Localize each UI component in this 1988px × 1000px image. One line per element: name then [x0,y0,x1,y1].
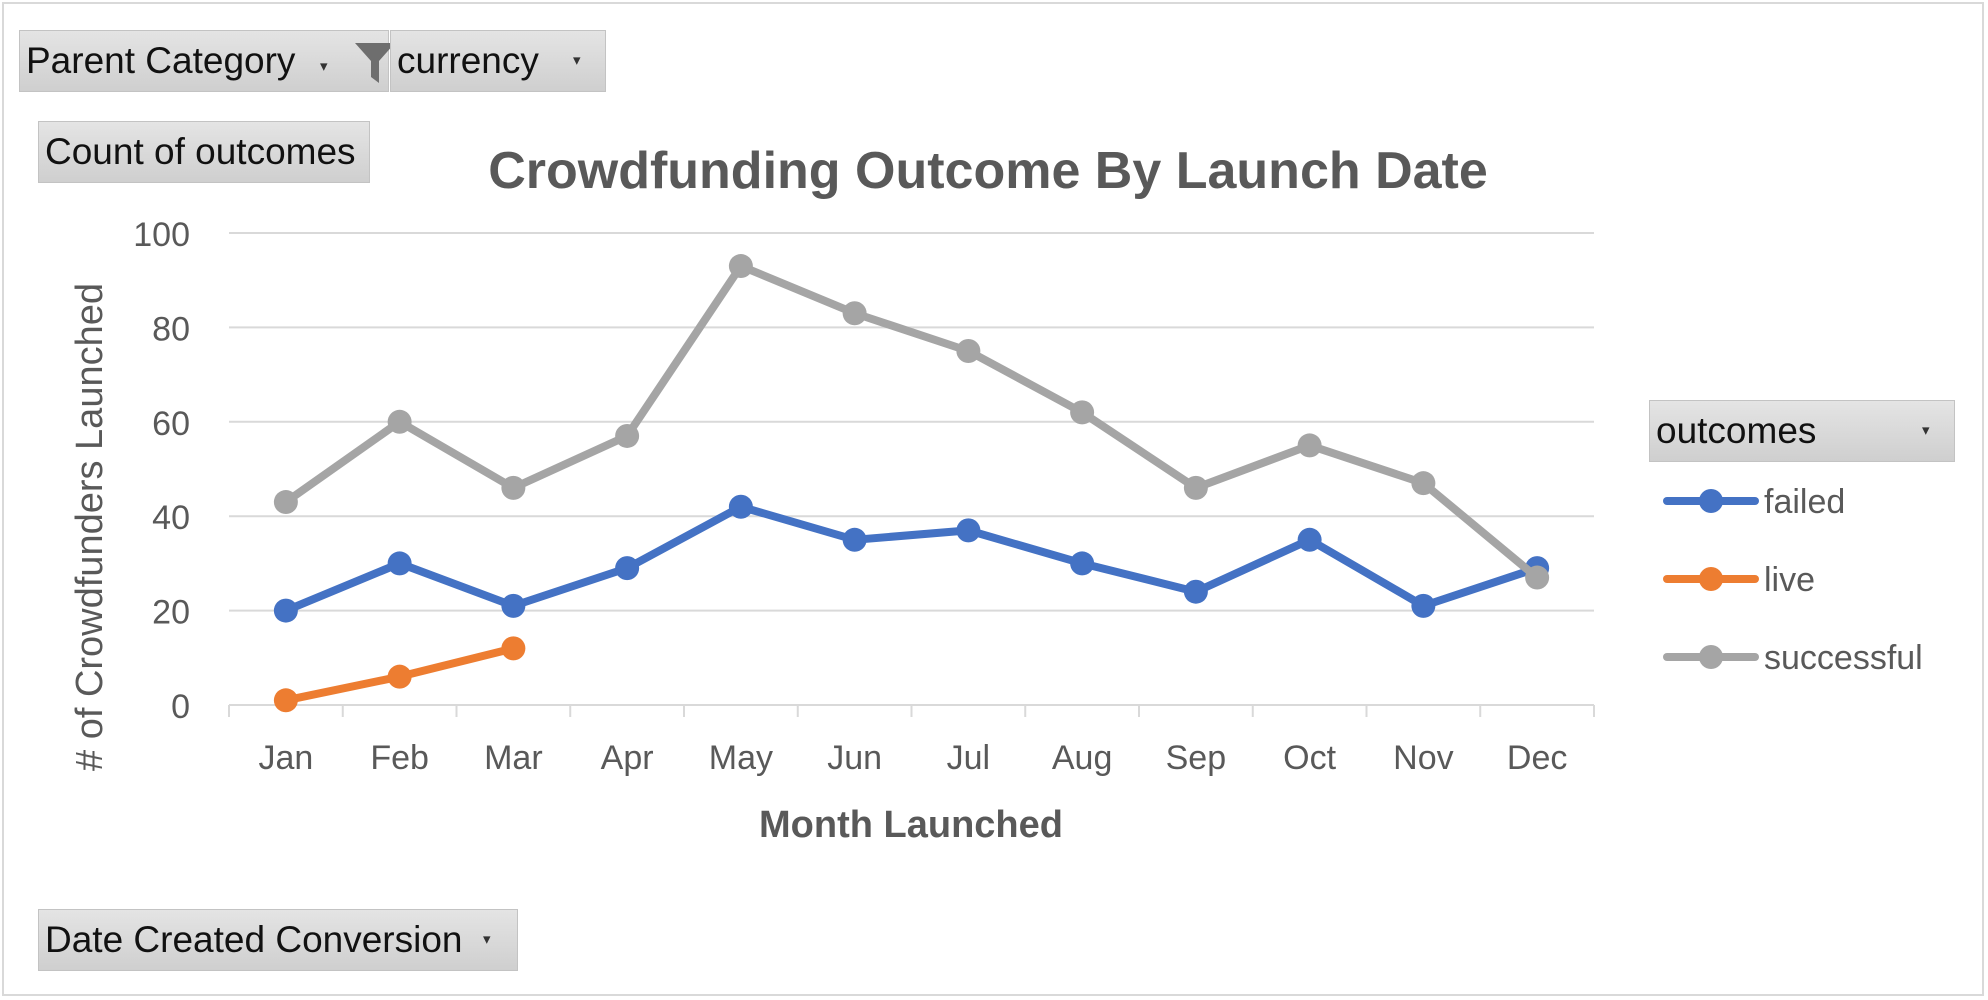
filter-icon[interactable] [353,39,397,85]
currency-label: currency [397,40,539,81]
chevron-down-icon: ▾ [320,58,328,75]
axis-field-button[interactable]: Date Created Conversion ▾ [38,909,518,971]
legend-field-label: outcomes [1656,410,1817,451]
values-field-button[interactable]: Count of outcomes [38,121,370,183]
currency-filter[interactable]: currency ▾ [390,30,606,92]
chevron-down-icon: ▾ [1922,422,1930,439]
legend-field-button[interactable]: outcomes ▾ [1649,400,1955,462]
parent-category-filter[interactable]: Parent Category ▾ [19,30,395,92]
axis-field-label: Date Created Conversion [45,919,463,960]
chevron-down-icon: ▾ [573,52,581,69]
chevron-down-icon: ▾ [483,931,491,948]
parent-category-label: Parent Category [26,40,296,81]
values-field-label: Count of outcomes [45,131,356,172]
